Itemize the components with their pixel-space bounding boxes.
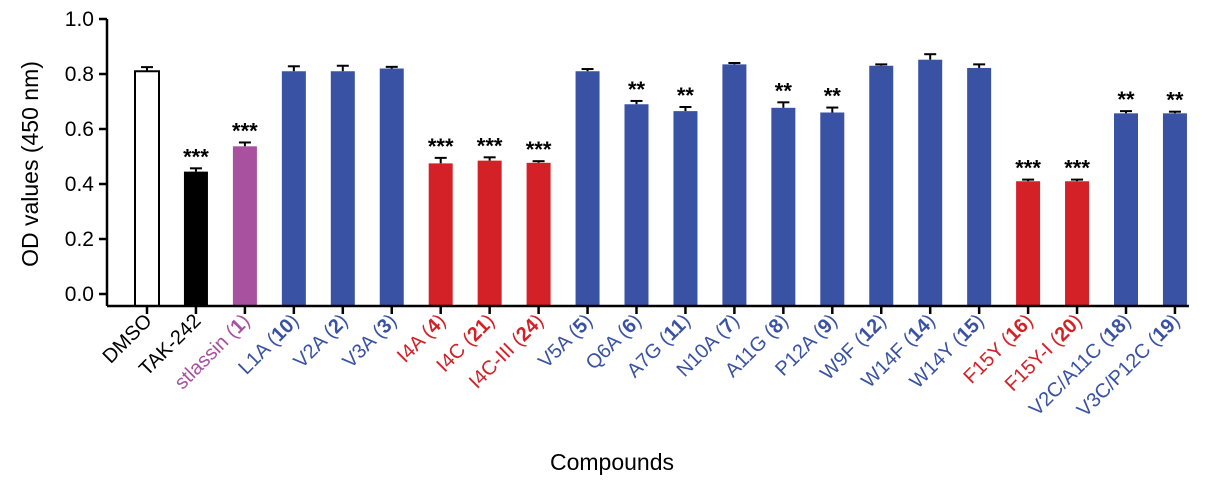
bar-group: *** [232,118,258,306]
bar-group: ** [771,78,796,306]
bar-group [281,65,306,306]
bar [1016,181,1041,306]
bar-group: ** [673,83,698,306]
bar [428,163,453,306]
bar [281,71,306,306]
significance-label: ** [824,84,842,109]
bar [1065,181,1090,306]
bar [869,65,894,306]
bar-group [918,53,943,307]
significance-label: *** [526,137,552,162]
significance-label: *** [1064,156,1090,181]
bar [526,162,551,306]
y-axis-title: OD values (450 nm) [17,61,43,267]
bar-group [869,63,894,306]
bar [967,67,992,306]
significance-label: ** [1166,88,1184,113]
bar [1162,113,1187,306]
significance-label: ** [775,78,793,103]
y-tick-label: 0.2 [65,228,94,251]
bar-group [575,68,600,306]
significance-label: ** [628,77,646,102]
y-axis: 0.0 0.2 0.4 0.6 0.8 1.0 [65,8,109,306]
y-tick-label: 0.4 [65,173,95,196]
bar-group: ** [624,77,649,306]
significance-label: *** [1015,156,1041,181]
bar [624,104,649,306]
bar-group: *** [1015,156,1041,306]
x-tick-label: V2A (2) [290,310,353,373]
bar-group [330,64,355,306]
bar-group [967,63,992,306]
x-tick-label: V3A (3) [339,310,402,373]
significance-label: ** [677,83,695,108]
bar-group [722,62,747,306]
bar [477,160,502,306]
bar [232,146,257,306]
bar-group: *** [477,133,503,306]
y-tick-label: 0.8 [65,63,94,86]
significance-label: *** [428,134,454,159]
bar [673,111,698,306]
bar-group: *** [526,137,552,306]
bar-group: *** [428,134,454,306]
bar [330,71,355,306]
y-tick-label: 1.0 [65,8,94,31]
x-axis-title: Compounds [550,449,674,475]
bar [134,70,160,307]
bar-group: *** [183,144,209,306]
bar-group: ** [1162,88,1187,306]
bar-group [134,66,160,307]
bar [722,64,747,306]
bars-group: ********* *** ***** ** ** ***** ***** ** [134,53,1187,307]
y-tick-label: 0.6 [65,118,94,141]
bar-group: *** [1064,156,1090,306]
significance-label: *** [232,118,258,143]
bar [183,171,208,306]
bar [379,68,404,306]
bar [575,71,600,306]
bar [918,59,943,307]
significance-label: *** [183,144,209,169]
bar [1114,113,1138,306]
bar-group: ** [820,84,845,306]
bar-group: ** [1114,87,1138,306]
significance-label: *** [477,133,503,158]
bar [820,112,845,306]
y-tick-label: 0.0 [65,283,94,306]
bar [771,107,796,306]
bar-group [379,65,404,306]
significance-label: ** [1117,87,1135,112]
